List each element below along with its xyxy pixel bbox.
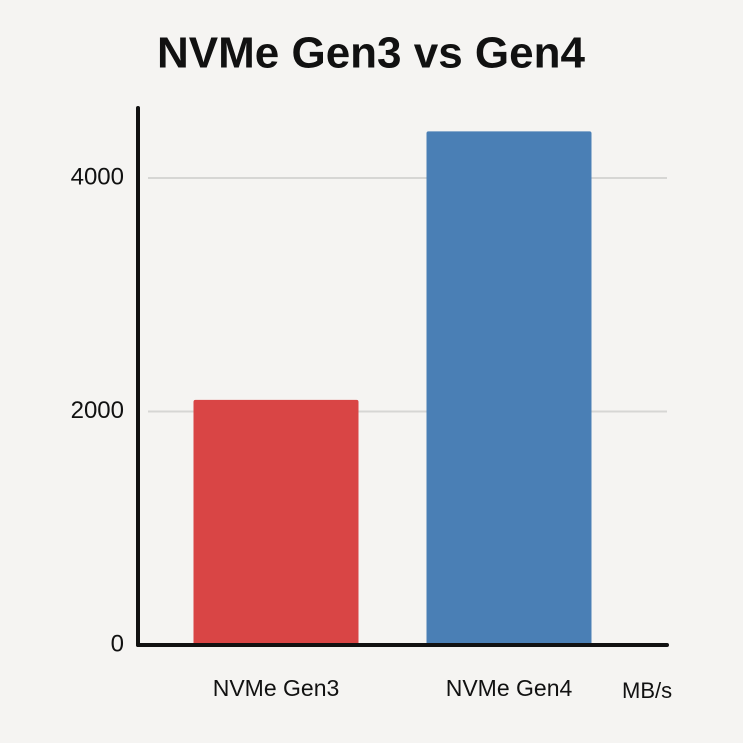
y-tick-label: 0 — [111, 630, 124, 657]
chart-title: NVMe Gen3 vs Gen4 — [157, 29, 585, 78]
x-tick-label: NVMe Gen4 — [446, 675, 573, 701]
unit-label: MB/s — [622, 678, 672, 703]
bar — [193, 399, 359, 645]
y-tick-label: 4000 — [71, 163, 124, 190]
y-tick-label: 2000 — [71, 397, 124, 424]
x-tick-label: NVMe Gen3 — [213, 675, 340, 701]
bar — [426, 131, 592, 645]
bars — [193, 131, 592, 645]
